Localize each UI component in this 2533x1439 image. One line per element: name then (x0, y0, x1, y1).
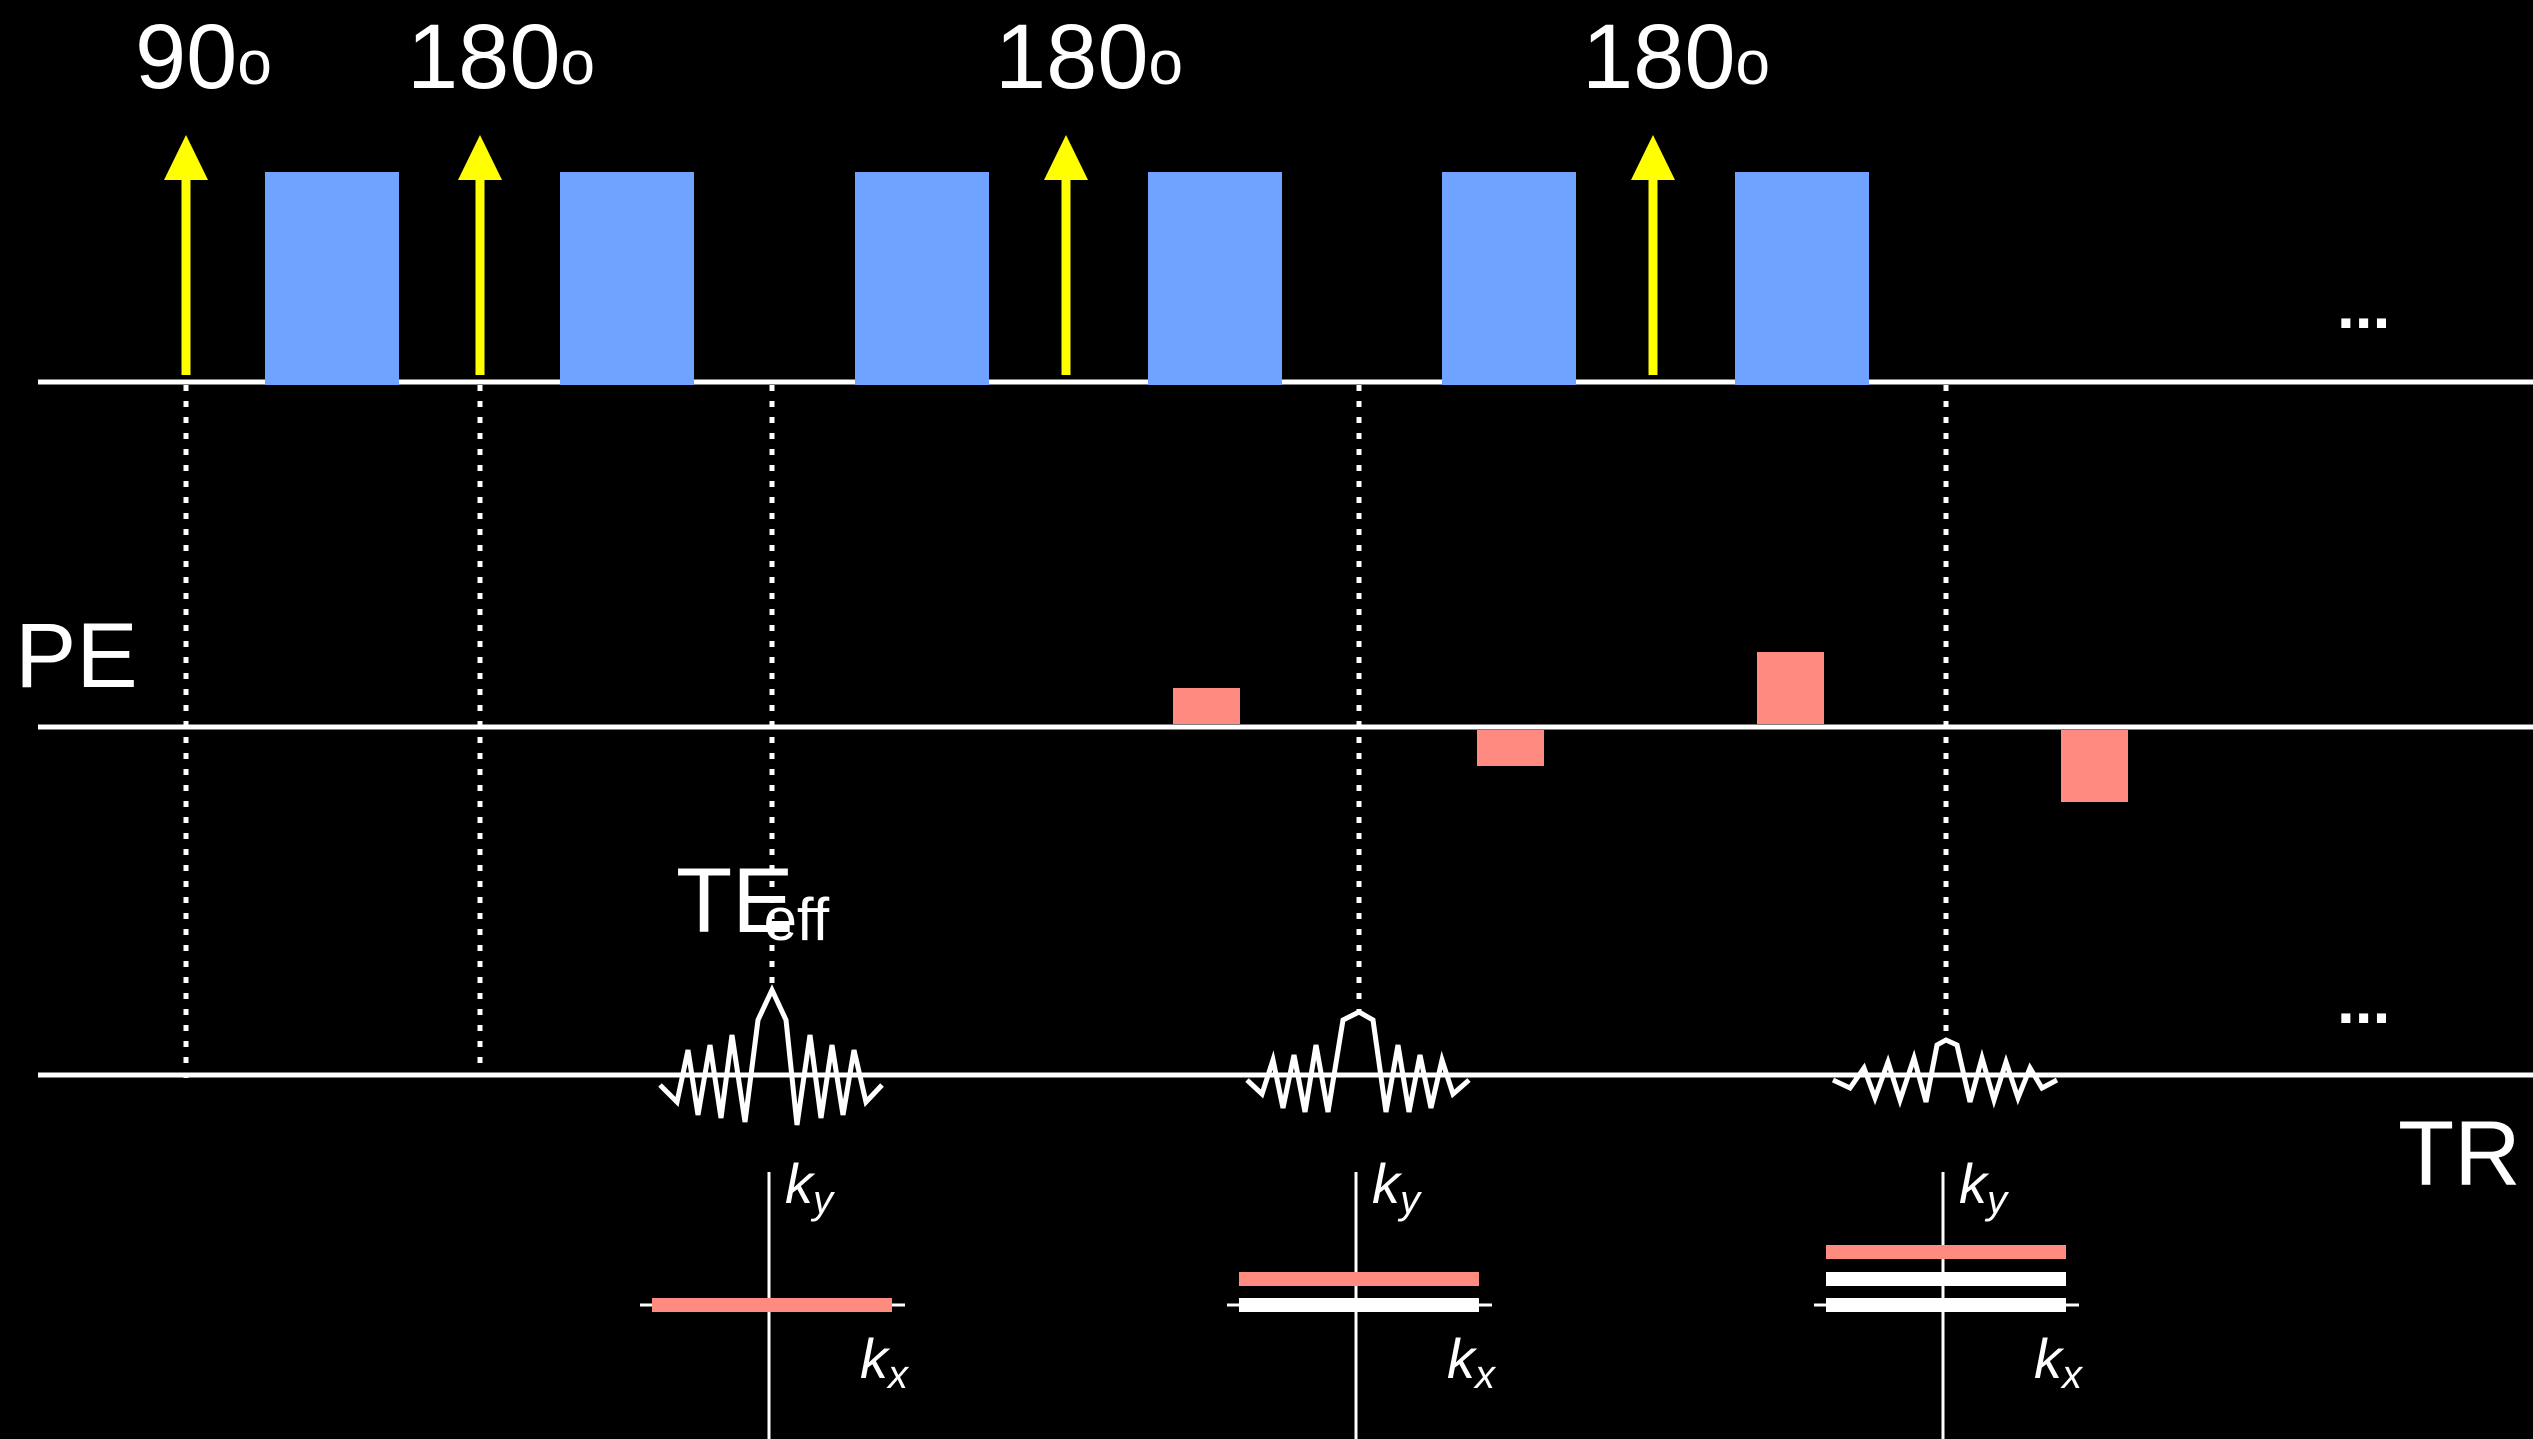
rf-label: 180o (407, 6, 595, 108)
ellipsis-rf: ... (2337, 270, 2390, 342)
ky-label: ky (785, 1152, 836, 1222)
ky-label: ky (1372, 1152, 1423, 1222)
gradient-block (1148, 172, 1282, 385)
rf-arrow-180 (458, 135, 502, 375)
gradient-block (1442, 172, 1576, 385)
phase-encode-blip (2061, 730, 2128, 802)
rf-arrow-90 (164, 135, 208, 375)
rf-label: 90o (135, 6, 272, 108)
phase-encode-blip (1757, 652, 1824, 724)
kspace-panels: ky kx ky kx ky kx (640, 1152, 2084, 1439)
kspace-panel: ky kx (1814, 1152, 2084, 1439)
kspace-line-filled (1826, 1272, 2066, 1286)
tr-label: TR (2398, 1103, 2521, 1205)
rf-arrow-180 (1044, 135, 1088, 375)
kx-label: kx (1447, 1327, 1497, 1397)
rf-labels: 90o 180o 180o 180o (135, 6, 1770, 108)
kx-label: kx (860, 1327, 910, 1397)
ellipsis-signal: ... (2337, 965, 2390, 1037)
rf-label: 180o (995, 6, 1183, 108)
te-eff-label: TEeff (676, 850, 830, 953)
echo-signal (658, 984, 884, 1126)
gradient-block (560, 172, 694, 385)
ky-label: ky (1959, 1152, 2010, 1222)
refocus-gradients (265, 172, 1869, 385)
kspace-panel: ky kx (1227, 1152, 1497, 1439)
rf-arrow-180 (1631, 135, 1675, 375)
phase-encode-blip (1173, 688, 1240, 724)
pe-label: PE (15, 605, 138, 707)
gradient-block (855, 172, 989, 385)
phase-encode-blips (1173, 652, 2128, 802)
kspace-panel: ky kx (640, 1152, 910, 1439)
rf-pulses (164, 135, 1675, 375)
kspace-line-filled (1239, 1298, 1479, 1312)
kspace-line-current (652, 1298, 892, 1312)
kspace-line-current (1826, 1245, 2066, 1259)
kspace-line-current (1239, 1272, 1479, 1286)
kx-label: kx (2034, 1327, 2084, 1397)
echo-signals (658, 984, 2059, 1126)
rf-label: 180o (1582, 6, 1770, 108)
echo-signal (1245, 1009, 1471, 1113)
echo-signal (1831, 1037, 2059, 1109)
gradient-block (265, 172, 399, 385)
kspace-line-filled (1826, 1298, 2066, 1312)
phase-encode-blip (1477, 730, 1544, 766)
timing-markers (183, 305, 1949, 1078)
gradient-block (1735, 172, 1869, 385)
